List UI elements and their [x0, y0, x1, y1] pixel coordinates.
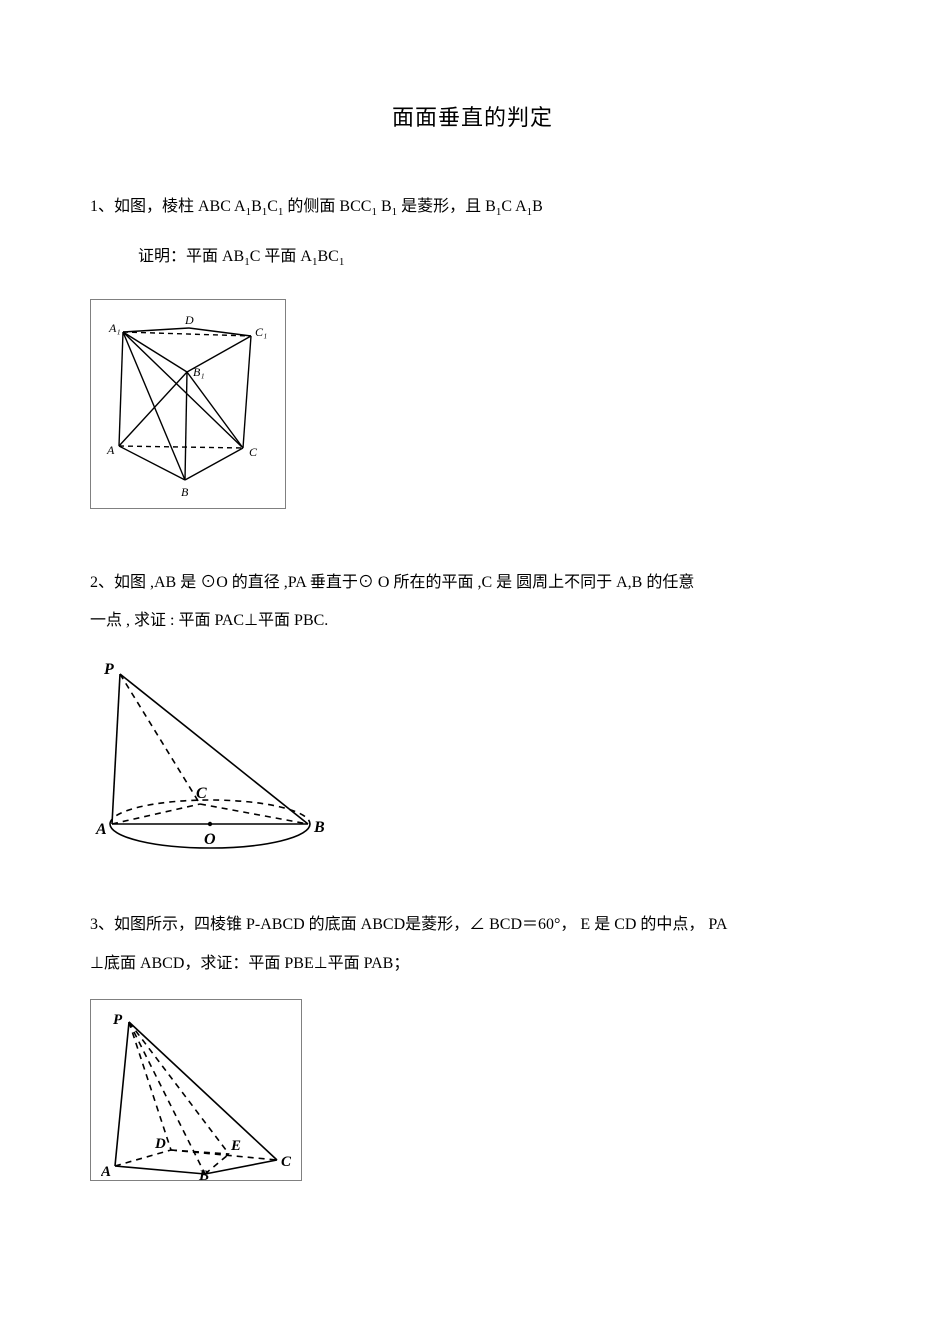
circle-cone-diagram: P A B O C [90, 656, 330, 856]
svg-text:D: D [184, 313, 194, 327]
p3-line1: 3、如图所示，四棱锥 P-ABCD 的底面 ABCD是菱形，∠ BCD＝60°，… [90, 916, 727, 933]
p1-e: B [377, 198, 392, 215]
figure-box-3: P A B C D E [90, 999, 302, 1181]
p1-b: B [251, 198, 262, 215]
problem-3-figure: P A B C D E [90, 999, 855, 1186]
p1-c: C [267, 198, 278, 215]
svg-text:P: P [103, 661, 114, 678]
svg-text:A: A [101, 1164, 111, 1180]
svg-text:D: D [154, 1136, 166, 1152]
figure-box-1: A₁ D C₁ B₁ A C B [90, 299, 286, 509]
svg-text:C₁: C₁ [255, 325, 267, 339]
p2-line2: 一点 , 求证 : 平面 PAC⊥平面 PBC. [90, 612, 328, 629]
problem-1-text: 1、如图，棱柱 ABC A1B1C1 的侧面 BCC1 B1 是菱形，且 B1C… [90, 188, 855, 226]
svg-text:C: C [249, 445, 258, 459]
pr-b: C 平面 A [250, 248, 312, 265]
pr-c: BC [317, 248, 338, 265]
svg-text:B₁: B₁ [193, 365, 205, 379]
svg-text:C: C [281, 1154, 291, 1170]
svg-text:O: O [204, 831, 216, 848]
problem-2-text: 2、如图 ,AB 是 ⊙O 的直径 ,PA 垂直于⊙ O 所在的平面 ,C 是 … [90, 564, 855, 641]
page-title: 面面垂直的判定 [90, 100, 855, 132]
svg-text:C: C [196, 785, 207, 802]
problem-1-proof: 证明：平面 AB1C 平面 A1BC1 [138, 242, 855, 268]
p1-g: C A [501, 198, 526, 215]
pyramid-diagram: P A B C D E [101, 1008, 291, 1180]
pr-sub3: 1 [339, 257, 345, 269]
svg-text:A₁: A₁ [108, 321, 121, 335]
svg-text:P: P [113, 1012, 123, 1028]
p1-h: B [532, 198, 543, 215]
svg-text:A: A [95, 821, 107, 838]
svg-text:A: A [106, 443, 115, 457]
svg-text:E: E [230, 1138, 241, 1154]
problem-2-figure: P A B O C [90, 656, 855, 856]
p3-line2: ⊥底面 ABCD，求证：平面 PBE⊥平面 PAB； [90, 955, 409, 972]
svg-text:B: B [313, 819, 325, 836]
p1-d: 的侧面 BCC [283, 198, 371, 215]
p2-line1: 2、如图 ,AB 是 ⊙O 的直径 ,PA 垂直于⊙ O 所在的平面 ,C 是 … [90, 574, 694, 591]
svg-text:B: B [198, 1168, 209, 1180]
p1-a: 1、如图，棱柱 ABC A [90, 198, 246, 215]
svg-text:B: B [181, 485, 189, 498]
prism-diagram: A₁ D C₁ B₁ A C B [103, 310, 273, 498]
pr-a: 证明：平面 AB [138, 248, 244, 265]
problem-1-figure: A₁ D C₁ B₁ A C B [90, 299, 855, 514]
problem-3-text: 3、如图所示，四棱锥 P-ABCD 的底面 ABCD是菱形，∠ BCD＝60°，… [90, 906, 855, 983]
p1-f: 是菱形，且 B [397, 198, 496, 215]
